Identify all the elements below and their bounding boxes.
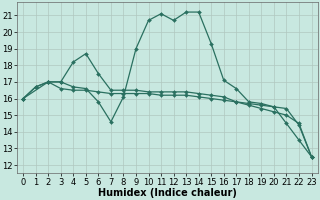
X-axis label: Humidex (Indice chaleur): Humidex (Indice chaleur) [98, 188, 237, 198]
